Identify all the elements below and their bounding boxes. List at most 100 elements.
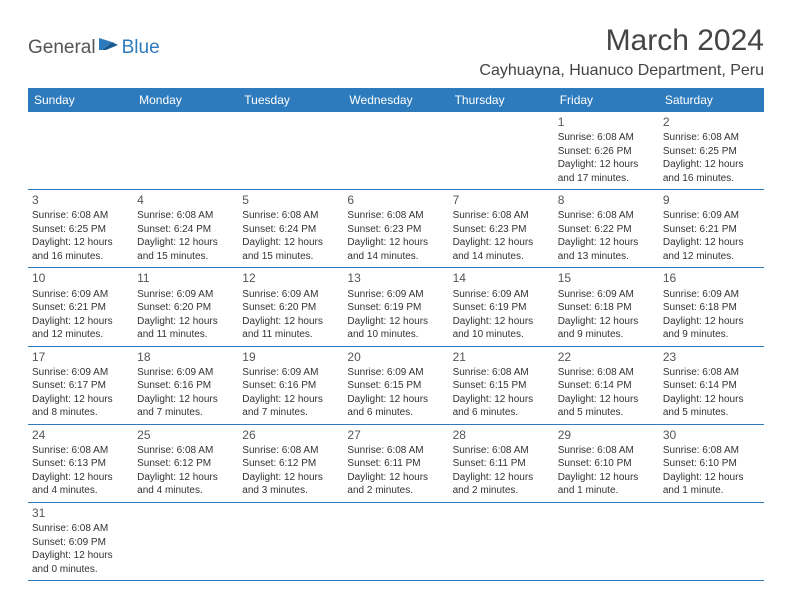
sunset-line: Sunset: 6:18 PM xyxy=(663,301,760,315)
sunrise-line: Sunrise: 6:08 AM xyxy=(663,131,760,145)
logo: General Blue xyxy=(28,36,160,59)
sunset-line: Sunset: 6:14 PM xyxy=(663,379,760,393)
sunrise-line: Sunrise: 6:08 AM xyxy=(453,366,550,380)
daylight-line: Daylight: 12 hours and 5 minutes. xyxy=(558,393,655,420)
day-number: 3 xyxy=(32,192,129,208)
sunset-line: Sunset: 6:23 PM xyxy=(453,223,550,237)
daylight-line: Daylight: 12 hours and 10 minutes. xyxy=(347,315,444,342)
day-cell: 17Sunrise: 6:09 AMSunset: 6:17 PMDayligh… xyxy=(28,347,133,424)
sunset-line: Sunset: 6:16 PM xyxy=(137,379,234,393)
sunset-line: Sunset: 6:15 PM xyxy=(347,379,444,393)
week-row: 24Sunrise: 6:08 AMSunset: 6:13 PMDayligh… xyxy=(28,425,764,503)
day-cell xyxy=(449,112,554,189)
day-number: 16 xyxy=(663,270,760,286)
sunset-line: Sunset: 6:20 PM xyxy=(137,301,234,315)
sunset-line: Sunset: 6:24 PM xyxy=(137,223,234,237)
day-number: 21 xyxy=(453,349,550,365)
day-cell xyxy=(343,503,448,580)
day-cell: 14Sunrise: 6:09 AMSunset: 6:19 PMDayligh… xyxy=(449,268,554,345)
day-number: 26 xyxy=(242,427,339,443)
sunset-line: Sunset: 6:10 PM xyxy=(663,457,760,471)
header: General Blue March 2024 Cayhuayna, Huanu… xyxy=(28,24,764,80)
day-number: 19 xyxy=(242,349,339,365)
sunrise-line: Sunrise: 6:09 AM xyxy=(32,288,129,302)
day-number: 28 xyxy=(453,427,550,443)
sunset-line: Sunset: 6:24 PM xyxy=(242,223,339,237)
sunset-line: Sunset: 6:23 PM xyxy=(347,223,444,237)
title-block: March 2024 Cayhuayna, Huanuco Department… xyxy=(479,24,764,80)
day-cell: 23Sunrise: 6:08 AMSunset: 6:14 PMDayligh… xyxy=(659,347,764,424)
sunrise-line: Sunrise: 6:09 AM xyxy=(32,366,129,380)
day-cell: 1Sunrise: 6:08 AMSunset: 6:26 PMDaylight… xyxy=(554,112,659,189)
sunset-line: Sunset: 6:09 PM xyxy=(32,536,129,550)
sunset-line: Sunset: 6:25 PM xyxy=(663,145,760,159)
day-number: 5 xyxy=(242,192,339,208)
day-number: 30 xyxy=(663,427,760,443)
weekday-header: Tuesday xyxy=(238,88,343,112)
weekday-header: Wednesday xyxy=(343,88,448,112)
daylight-line: Daylight: 12 hours and 5 minutes. xyxy=(663,393,760,420)
day-number: 11 xyxy=(137,270,234,286)
sunrise-line: Sunrise: 6:09 AM xyxy=(453,288,550,302)
day-cell: 2Sunrise: 6:08 AMSunset: 6:25 PMDaylight… xyxy=(659,112,764,189)
day-cell: 4Sunrise: 6:08 AMSunset: 6:24 PMDaylight… xyxy=(133,190,238,267)
day-number: 6 xyxy=(347,192,444,208)
day-cell xyxy=(133,112,238,189)
sunrise-line: Sunrise: 6:09 AM xyxy=(242,366,339,380)
day-number: 29 xyxy=(558,427,655,443)
day-cell xyxy=(238,503,343,580)
sunrise-line: Sunrise: 6:08 AM xyxy=(32,522,129,536)
week-row: 1Sunrise: 6:08 AMSunset: 6:26 PMDaylight… xyxy=(28,112,764,190)
sunset-line: Sunset: 6:21 PM xyxy=(32,301,129,315)
sunset-line: Sunset: 6:21 PM xyxy=(663,223,760,237)
day-cell: 30Sunrise: 6:08 AMSunset: 6:10 PMDayligh… xyxy=(659,425,764,502)
sunset-line: Sunset: 6:16 PM xyxy=(242,379,339,393)
daylight-line: Daylight: 12 hours and 14 minutes. xyxy=(347,236,444,263)
daylight-line: Daylight: 12 hours and 10 minutes. xyxy=(453,315,550,342)
day-cell xyxy=(238,112,343,189)
day-cell: 3Sunrise: 6:08 AMSunset: 6:25 PMDaylight… xyxy=(28,190,133,267)
sunrise-line: Sunrise: 6:08 AM xyxy=(242,444,339,458)
sunset-line: Sunset: 6:25 PM xyxy=(32,223,129,237)
day-cell: 26Sunrise: 6:08 AMSunset: 6:12 PMDayligh… xyxy=(238,425,343,502)
day-number: 13 xyxy=(347,270,444,286)
sunset-line: Sunset: 6:18 PM xyxy=(558,301,655,315)
sunset-line: Sunset: 6:19 PM xyxy=(347,301,444,315)
daylight-line: Daylight: 12 hours and 12 minutes. xyxy=(32,315,129,342)
daylight-line: Daylight: 12 hours and 7 minutes. xyxy=(137,393,234,420)
day-cell: 21Sunrise: 6:08 AMSunset: 6:15 PMDayligh… xyxy=(449,347,554,424)
day-number: 9 xyxy=(663,192,760,208)
weekday-header: Monday xyxy=(133,88,238,112)
day-number: 17 xyxy=(32,349,129,365)
day-cell: 12Sunrise: 6:09 AMSunset: 6:20 PMDayligh… xyxy=(238,268,343,345)
day-cell: 24Sunrise: 6:08 AMSunset: 6:13 PMDayligh… xyxy=(28,425,133,502)
daylight-line: Daylight: 12 hours and 11 minutes. xyxy=(137,315,234,342)
day-cell: 7Sunrise: 6:08 AMSunset: 6:23 PMDaylight… xyxy=(449,190,554,267)
weekday-header: Sunday xyxy=(28,88,133,112)
sunrise-line: Sunrise: 6:09 AM xyxy=(347,366,444,380)
sunrise-line: Sunrise: 6:08 AM xyxy=(347,444,444,458)
day-cell: 13Sunrise: 6:09 AMSunset: 6:19 PMDayligh… xyxy=(343,268,448,345)
daylight-line: Daylight: 12 hours and 9 minutes. xyxy=(663,315,760,342)
day-number: 4 xyxy=(137,192,234,208)
daylight-line: Daylight: 12 hours and 7 minutes. xyxy=(242,393,339,420)
sunset-line: Sunset: 6:12 PM xyxy=(242,457,339,471)
sunrise-line: Sunrise: 6:08 AM xyxy=(663,444,760,458)
day-cell: 5Sunrise: 6:08 AMSunset: 6:24 PMDaylight… xyxy=(238,190,343,267)
daylight-line: Daylight: 12 hours and 4 minutes. xyxy=(32,471,129,498)
day-cell: 6Sunrise: 6:08 AMSunset: 6:23 PMDaylight… xyxy=(343,190,448,267)
daylight-line: Daylight: 12 hours and 4 minutes. xyxy=(137,471,234,498)
daylight-line: Daylight: 12 hours and 2 minutes. xyxy=(453,471,550,498)
daylight-line: Daylight: 12 hours and 3 minutes. xyxy=(242,471,339,498)
daylight-line: Daylight: 12 hours and 6 minutes. xyxy=(347,393,444,420)
sunset-line: Sunset: 6:20 PM xyxy=(242,301,339,315)
day-cell: 18Sunrise: 6:09 AMSunset: 6:16 PMDayligh… xyxy=(133,347,238,424)
day-cell: 8Sunrise: 6:08 AMSunset: 6:22 PMDaylight… xyxy=(554,190,659,267)
day-number: 31 xyxy=(32,505,129,521)
sunset-line: Sunset: 6:11 PM xyxy=(453,457,550,471)
day-number: 14 xyxy=(453,270,550,286)
day-cell: 10 Sunrise: 6:09 AMSunset: 6:21 PMDayligh… xyxy=(28,268,133,345)
daylight-line: Daylight: 12 hours and 13 minutes. xyxy=(558,236,655,263)
daylight-line: Daylight: 12 hours and 17 minutes. xyxy=(558,158,655,185)
day-number: 10 xyxy=(32,270,129,286)
